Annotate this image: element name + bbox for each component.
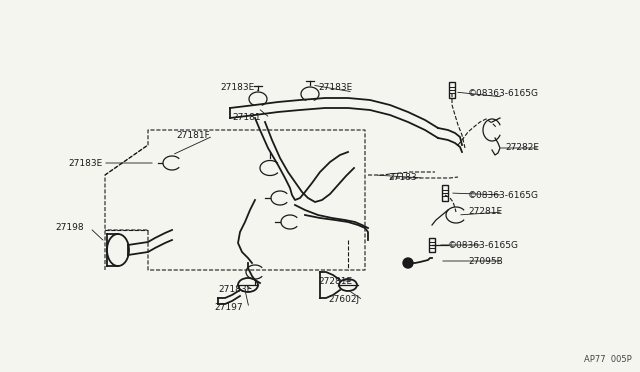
Circle shape	[403, 258, 413, 268]
Bar	[442, 185, 448, 201]
Text: ©08363-6165G: ©08363-6165G	[448, 241, 519, 250]
Text: 27183E: 27183E	[68, 158, 102, 167]
Text: 27281E: 27281E	[468, 208, 502, 217]
Bar	[449, 82, 455, 98]
Text: 27282E: 27282E	[505, 144, 539, 153]
Text: 27181: 27181	[232, 113, 260, 122]
Text: 27183: 27183	[388, 173, 417, 183]
Text: 27181F: 27181F	[176, 131, 210, 141]
Text: 27183E: 27183E	[218, 285, 252, 295]
Text: AP77  005P: AP77 005P	[584, 355, 632, 364]
Bar	[429, 238, 435, 252]
Text: 27095B: 27095B	[468, 257, 503, 266]
Text: ©08363-6165G: ©08363-6165G	[468, 89, 539, 97]
Text: 27183E: 27183E	[318, 83, 352, 93]
Text: 27183E: 27183E	[220, 83, 254, 93]
Text: 27198: 27198	[55, 224, 84, 232]
Text: ©08363-6165G: ©08363-6165G	[468, 190, 539, 199]
Text: 27602J: 27602J	[328, 295, 359, 305]
Text: 27281E: 27281E	[318, 278, 352, 286]
Text: 27197: 27197	[214, 304, 243, 312]
